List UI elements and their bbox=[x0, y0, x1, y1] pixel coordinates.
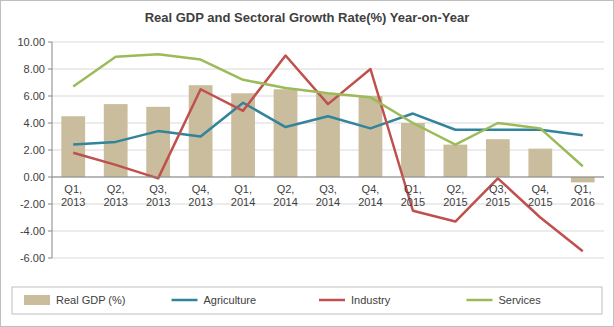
category-label-line: 2014 bbox=[273, 196, 297, 208]
category-label-line: Q2, bbox=[107, 183, 125, 195]
legend-swatch bbox=[24, 295, 50, 305]
plot-marks bbox=[61, 54, 594, 251]
category-label-line: Q1, bbox=[404, 183, 422, 195]
grid-line bbox=[52, 177, 604, 178]
category-label: Q4,2013 bbox=[188, 183, 212, 208]
tick bbox=[48, 204, 52, 205]
bar bbox=[316, 93, 340, 177]
tick-label: -2.00 bbox=[20, 198, 45, 210]
tick bbox=[48, 96, 52, 97]
category-label-line: Q2, bbox=[447, 183, 465, 195]
tick bbox=[48, 123, 52, 124]
line bbox=[73, 56, 583, 252]
category-label-line: 2013 bbox=[103, 196, 127, 208]
bar bbox=[274, 89, 298, 177]
category-label-line: 2013 bbox=[61, 196, 85, 208]
legend-box bbox=[12, 287, 602, 314]
category-label-line: Q4, bbox=[362, 183, 380, 195]
tick bbox=[48, 177, 52, 178]
legend-swatch bbox=[172, 299, 198, 302]
category-label: Q2,2015 bbox=[443, 183, 467, 208]
category-label: Q3,2013 bbox=[146, 183, 170, 208]
category-label: Q2,2013 bbox=[103, 183, 127, 208]
bar bbox=[528, 149, 552, 177]
tick-label: 4.00 bbox=[24, 117, 45, 129]
grid-line bbox=[52, 69, 604, 70]
category-label: Q2,2014 bbox=[273, 183, 297, 208]
legend-swatch bbox=[467, 299, 493, 302]
category-label-line: 2016 bbox=[571, 196, 595, 208]
tick-label: 6.00 bbox=[24, 90, 45, 102]
bar bbox=[61, 116, 85, 177]
tick bbox=[48, 231, 52, 232]
category-label-line: Q3, bbox=[489, 183, 507, 195]
category-label-line: 2014 bbox=[316, 196, 340, 208]
x-axis bbox=[52, 177, 604, 178]
category-label: Q4,2014 bbox=[358, 183, 382, 208]
category-label-line: Q4, bbox=[531, 183, 549, 195]
bar bbox=[401, 123, 425, 177]
category-label: Q3,2015 bbox=[486, 183, 510, 208]
grid-line bbox=[52, 42, 604, 43]
chart-border bbox=[1, 1, 614, 327]
category-label: Q1,2014 bbox=[231, 183, 255, 208]
legend-label: Services bbox=[499, 294, 542, 306]
tick-label: -4.00 bbox=[20, 225, 45, 237]
tick-label: 8.00 bbox=[24, 63, 45, 75]
line bbox=[73, 54, 583, 166]
category-label-line: 2015 bbox=[443, 196, 467, 208]
category-label-line: Q3, bbox=[319, 183, 337, 195]
category-label-line: 2015 bbox=[401, 196, 425, 208]
legend-label: Agriculture bbox=[204, 294, 257, 306]
tick bbox=[48, 42, 52, 43]
tick bbox=[48, 69, 52, 70]
bar bbox=[443, 145, 467, 177]
legend-label: Industry bbox=[351, 294, 391, 306]
category-label: Q1,2013 bbox=[61, 183, 85, 208]
category-label-line: 2014 bbox=[231, 196, 255, 208]
category-label: Q3,2014 bbox=[316, 183, 340, 208]
legend-swatch bbox=[319, 299, 345, 302]
bar bbox=[486, 139, 510, 177]
category-label-line: Q1, bbox=[234, 183, 252, 195]
tick-label: 2.00 bbox=[24, 144, 45, 156]
category-label-line: Q3, bbox=[149, 183, 167, 195]
category-label-line: Q4, bbox=[192, 183, 210, 195]
chart: Real GDP and Sectoral Growth Rate(%) Yea… bbox=[0, 0, 614, 327]
category-label-line: 2015 bbox=[528, 196, 552, 208]
bar bbox=[359, 96, 383, 177]
category-label-line: 2013 bbox=[146, 196, 170, 208]
tick bbox=[48, 150, 52, 151]
legend-label: Real GDP (%) bbox=[56, 294, 125, 306]
category-label: Q1,2016 bbox=[571, 183, 595, 208]
category-label-line: 2014 bbox=[358, 196, 382, 208]
category-label: Q4,2015 bbox=[528, 183, 552, 208]
title: Real GDP and Sectoral Growth Rate(%) Yea… bbox=[145, 10, 470, 25]
grid-line bbox=[52, 231, 604, 232]
tick-label: 10.00 bbox=[17, 36, 45, 48]
category-label-line: Q2, bbox=[277, 183, 295, 195]
bar bbox=[571, 177, 595, 182]
y-axis bbox=[52, 42, 53, 258]
tick-label: -6.00 bbox=[20, 252, 45, 264]
category-label-line: Q1, bbox=[64, 183, 82, 195]
tick-label: 0.00 bbox=[24, 171, 45, 183]
category-label-line: Q1, bbox=[574, 183, 592, 195]
grid-line bbox=[52, 258, 604, 259]
bar bbox=[146, 107, 170, 177]
category-label-line: 2015 bbox=[486, 196, 510, 208]
category-label: Q1,2015 bbox=[401, 183, 425, 208]
tick bbox=[48, 258, 52, 259]
category-label-line: 2013 bbox=[188, 196, 212, 208]
